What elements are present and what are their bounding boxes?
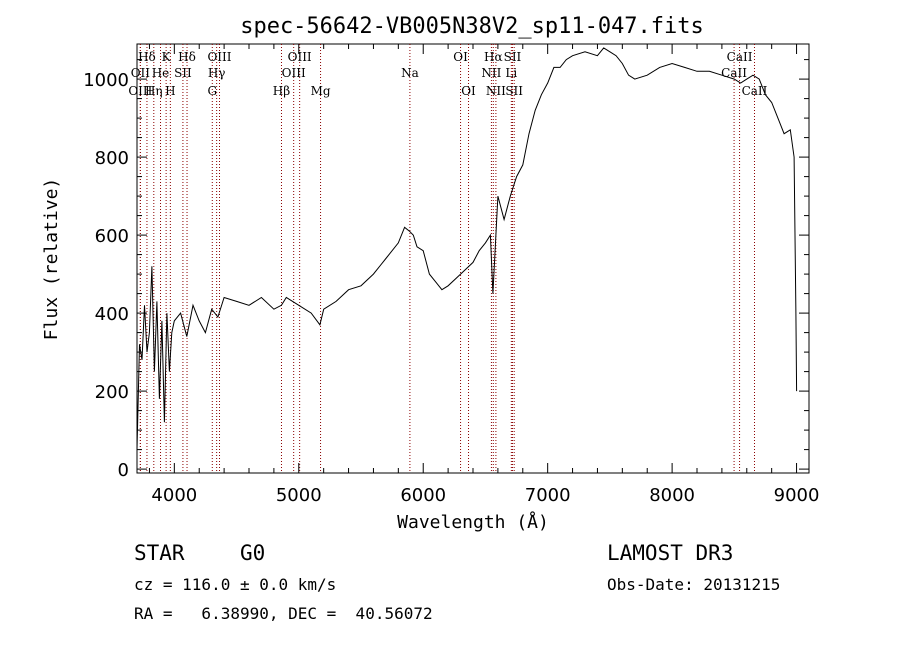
spectral-line-label: Hη xyxy=(145,84,163,98)
spectral-line-label: SII xyxy=(504,50,522,64)
spectral-line-label: G xyxy=(207,84,217,98)
spectral-line-label: CaII xyxy=(742,84,768,98)
coordinates: RA = 6.38990, DEC = 40.56072 xyxy=(134,604,433,623)
spectral-line-label: OI xyxy=(453,50,468,64)
spectral-line-label: SII xyxy=(174,66,192,80)
spectral-line-label: CaII xyxy=(721,66,747,80)
spectral-line-label: He xyxy=(152,66,170,80)
spectral-line-label: NII xyxy=(486,84,506,98)
spectral-line-label: CaII xyxy=(727,50,753,64)
x-tick-label: 4000 xyxy=(151,485,197,506)
y-axis-ticks: 0 200 400 600 800 1000 xyxy=(83,59,809,481)
y-tick-label: 0 xyxy=(118,460,129,481)
spectral-line-label: Hδ xyxy=(138,50,156,64)
spectral-line-label: Hγ xyxy=(208,66,226,80)
spectral-line-label: OIII xyxy=(128,84,152,98)
spectral-line-markers xyxy=(139,44,755,473)
spectral-line-label: Hδ xyxy=(178,50,196,64)
spectral-line-label: OIII xyxy=(288,50,312,64)
x-tick-label: 6000 xyxy=(400,485,446,506)
spectral-line-label: OIII xyxy=(207,50,231,64)
spectral-line-label: Mg xyxy=(311,84,331,98)
y-axis-label: Flux (relative) xyxy=(41,178,62,341)
spectral-line-label: OIII xyxy=(282,66,306,80)
spectral-line-label: Hα xyxy=(484,50,503,64)
object-class: STAR xyxy=(134,541,185,565)
y-tick-label: 1000 xyxy=(83,70,129,91)
spectral-line-label: OII xyxy=(131,66,151,80)
x-axis-ticks: 4000 5000 6000 7000 8000 9000 xyxy=(148,44,820,506)
spectral-line-label: Na xyxy=(401,66,419,80)
y-tick-label: 400 xyxy=(95,304,129,325)
y-tick-label: 800 xyxy=(95,148,129,169)
redshift-text: cz = 116.0 ± 0.0 km/s xyxy=(134,575,336,594)
x-axis-label: Wavelength (Å) xyxy=(397,511,549,533)
spectral-line-label: Hβ xyxy=(273,84,290,98)
plot-frame xyxy=(136,43,810,474)
survey-name: LAMOST DR3 xyxy=(607,541,733,565)
spectral-line-label: Li xyxy=(505,66,517,80)
obs-date: Obs-Date: 20131215 xyxy=(607,575,780,594)
y-tick-label: 600 xyxy=(95,226,129,247)
x-tick-label: 7000 xyxy=(525,485,571,506)
spectral-line-label: K xyxy=(162,50,172,64)
flux-curve xyxy=(136,47,798,450)
x-tick-label: 9000 xyxy=(774,485,820,506)
object-subclass: G0 xyxy=(240,541,265,565)
chart-title: spec-56642-VB005N38V2_sp11-047.fits xyxy=(240,14,704,39)
x-tick-label: 8000 xyxy=(649,485,695,506)
x-tick-label: 5000 xyxy=(276,485,322,506)
spectral-line-label: H xyxy=(165,84,175,98)
spectral-line-label: NII xyxy=(481,66,501,80)
spectral-line-label: OI xyxy=(461,84,476,98)
spectral-line-label: SII xyxy=(505,84,523,98)
y-tick-label: 200 xyxy=(95,382,129,403)
